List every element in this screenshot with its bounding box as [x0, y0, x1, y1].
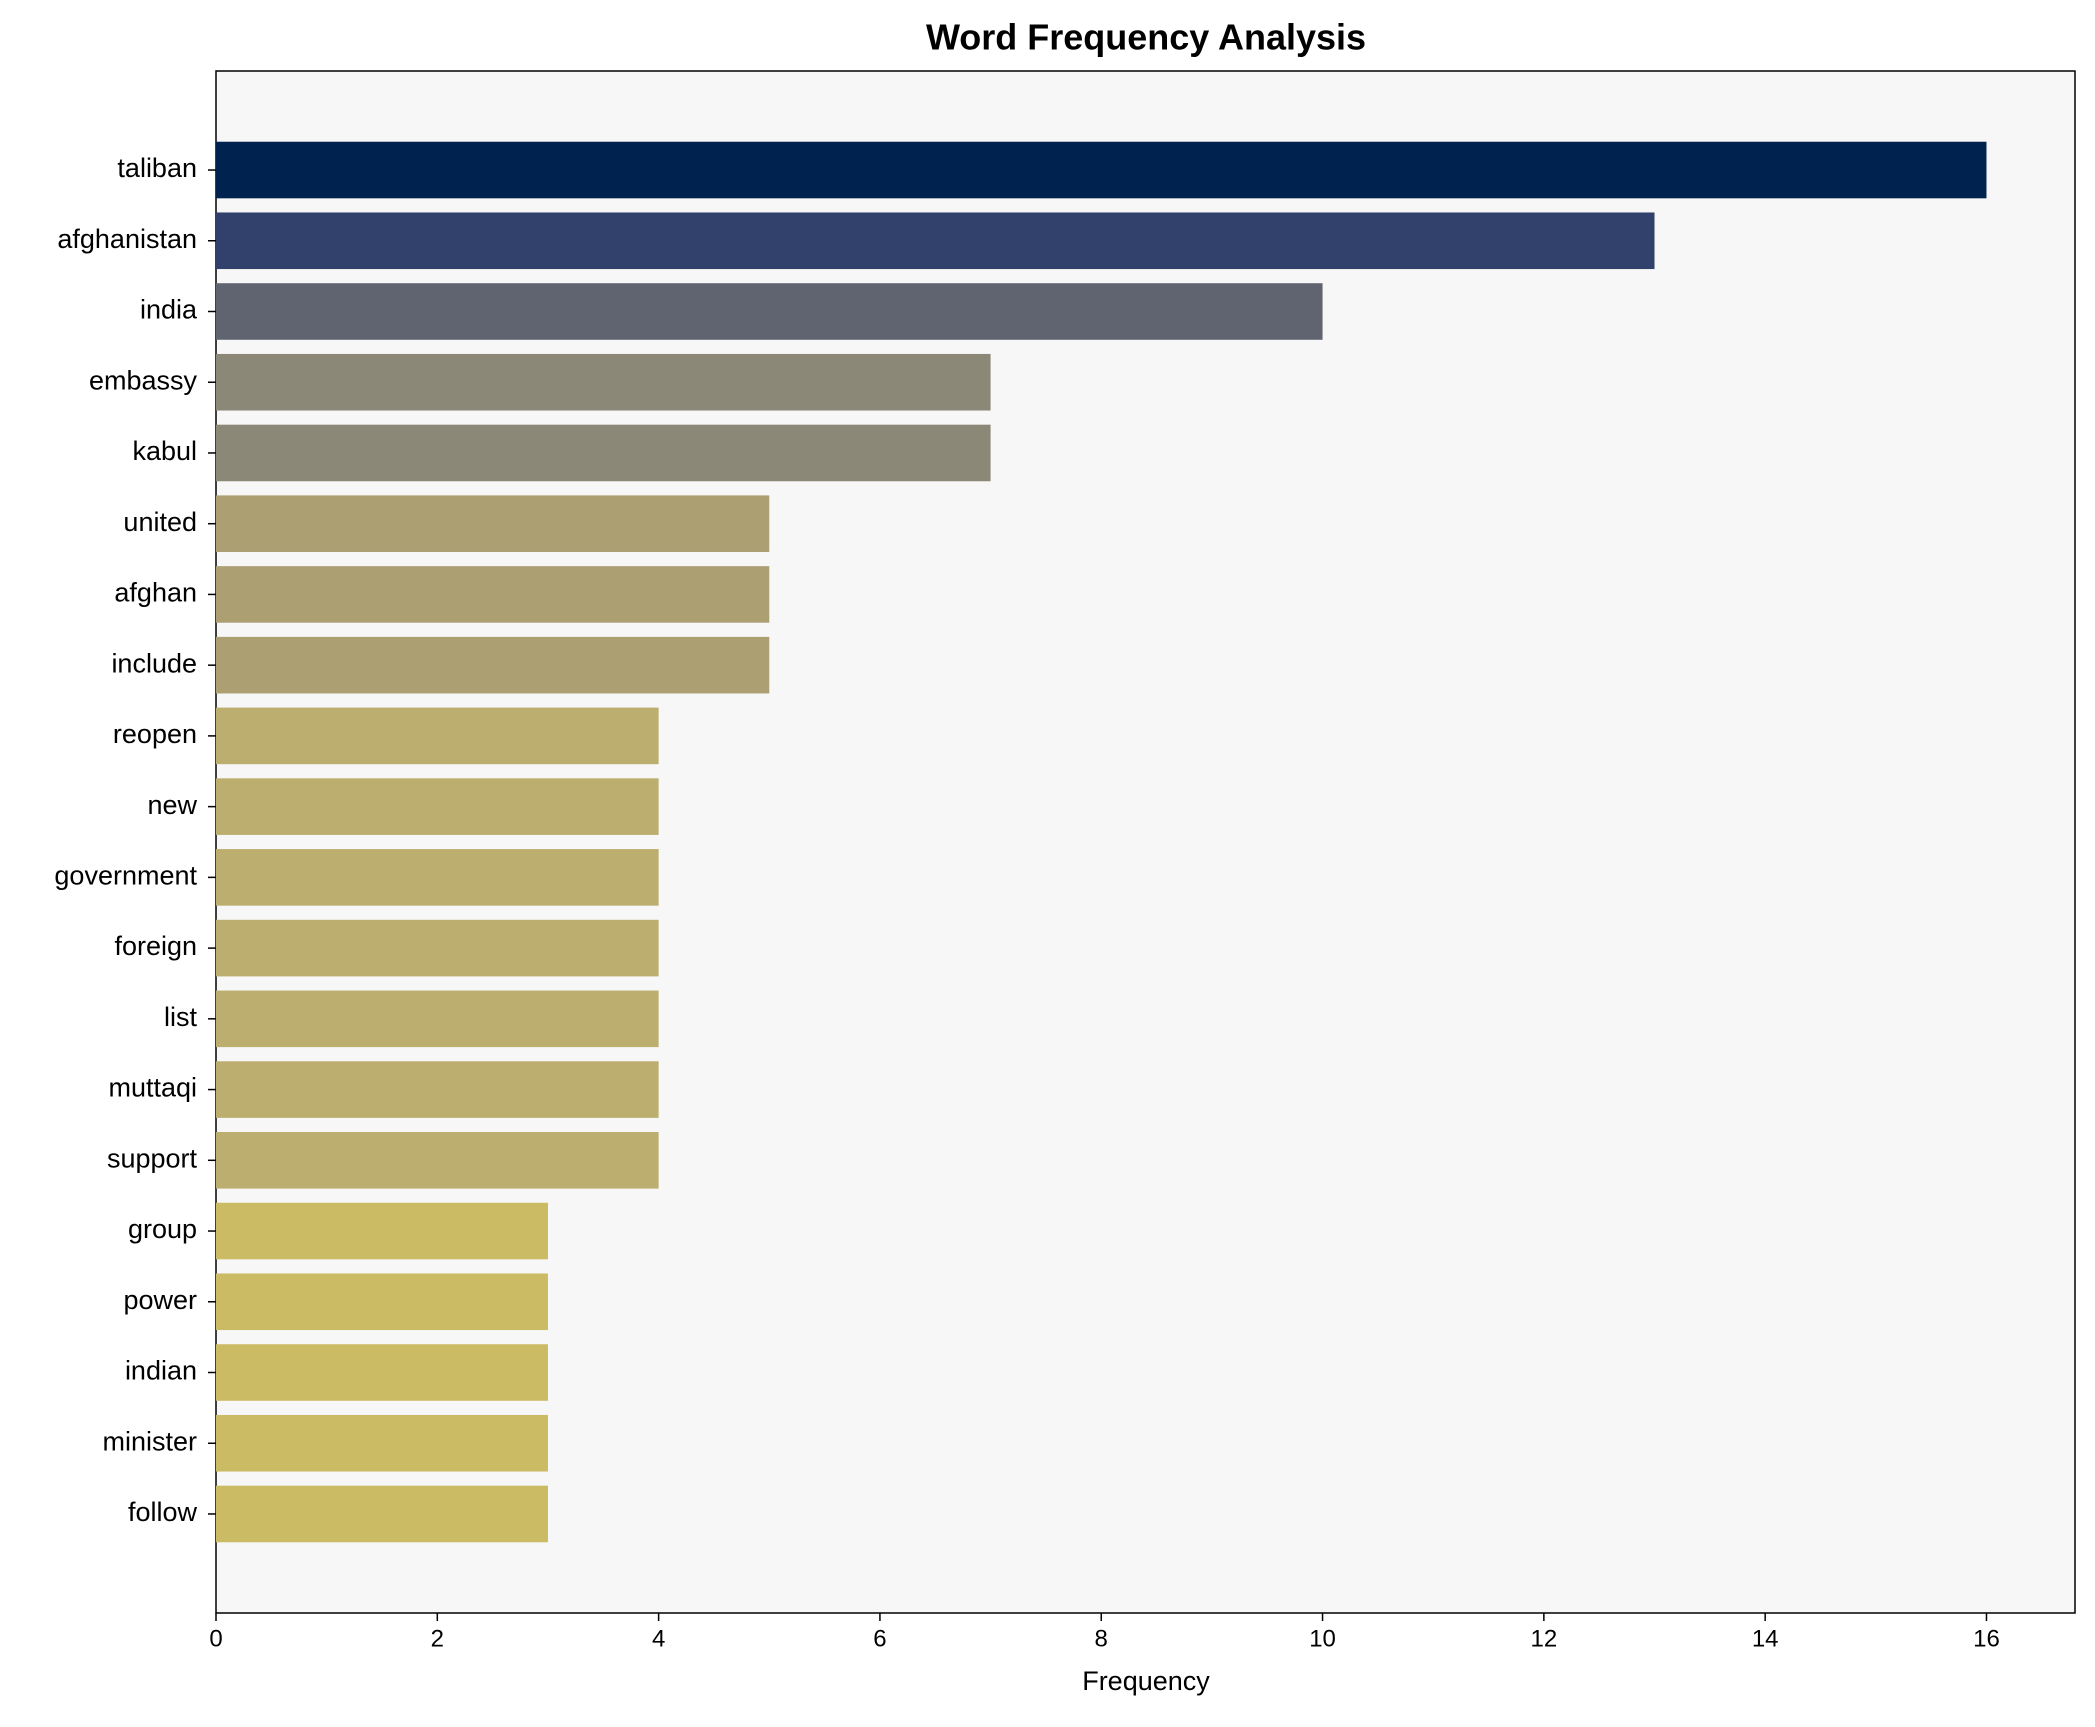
- y-tick-label: include: [111, 648, 197, 678]
- y-tick-label: indian: [125, 1356, 197, 1386]
- y-tick-label: list: [164, 1002, 197, 1032]
- y-tick-label: india: [140, 295, 198, 325]
- x-tick-label: 14: [1752, 1625, 1779, 1652]
- y-tick-label: afghan: [114, 578, 197, 608]
- x-tick-label: 6: [873, 1625, 886, 1652]
- x-tick-label: 2: [431, 1625, 444, 1652]
- y-tick-label: foreign: [114, 931, 197, 961]
- bar: [216, 1414, 548, 1472]
- bar: [216, 778, 659, 835]
- x-tick-label: 16: [1973, 1625, 2000, 1652]
- x-tick-label: 0: [209, 1625, 222, 1652]
- bar: [216, 1132, 659, 1189]
- chart-title: Word Frequency Analysis: [926, 17, 1366, 58]
- y-tick-label: kabul: [132, 436, 197, 466]
- y-tick-label: new: [147, 790, 197, 820]
- bar: [216, 424, 991, 482]
- bar: [216, 566, 770, 623]
- y-tick-label: taliban: [117, 153, 197, 183]
- bar: [216, 353, 991, 411]
- x-tick-label: 8: [1095, 1625, 1108, 1652]
- bar: [216, 1273, 548, 1331]
- y-tick-label: reopen: [113, 719, 197, 749]
- x-axis-label: Frequency: [1082, 1666, 1210, 1696]
- x-tick-label: 4: [652, 1625, 665, 1652]
- bar: [216, 1344, 548, 1401]
- y-tick-label: support: [107, 1143, 198, 1173]
- bar: [216, 919, 659, 977]
- y-tick-label: united: [123, 507, 197, 537]
- y-tick-label: follow: [128, 1497, 198, 1527]
- y-tick-label: power: [123, 1285, 197, 1315]
- bar: [216, 212, 1655, 270]
- y-tick-label: government: [54, 860, 197, 890]
- bar: [216, 849, 659, 906]
- bar: [216, 283, 1323, 340]
- bar: [216, 707, 659, 765]
- bar: [216, 1202, 548, 1260]
- y-tick-label: group: [128, 1214, 197, 1244]
- bar: [216, 141, 1987, 199]
- bar: [216, 636, 770, 694]
- bar: [216, 495, 770, 552]
- x-tick-label: 12: [1531, 1625, 1558, 1652]
- bar: [216, 1485, 548, 1543]
- y-tick-label: embassy: [89, 365, 198, 395]
- x-tick-label: 10: [1309, 1625, 1336, 1652]
- y-tick-label: minister: [102, 1426, 197, 1456]
- bar: [216, 990, 659, 1048]
- bar: [216, 1061, 659, 1118]
- y-tick-label: muttaqi: [108, 1073, 197, 1103]
- y-tick-label: afghanistan: [57, 224, 197, 254]
